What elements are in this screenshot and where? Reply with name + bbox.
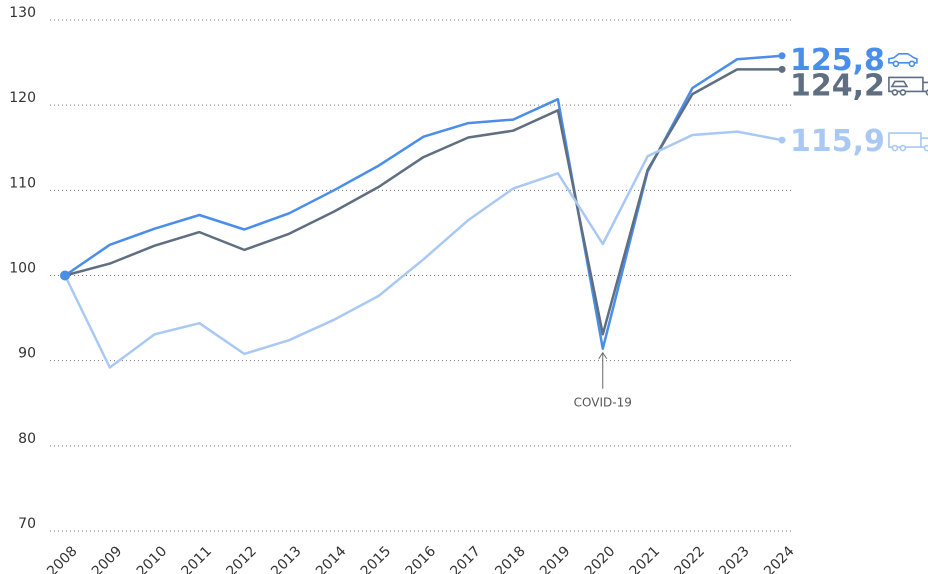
vehicle-icon (888, 76, 928, 96)
x-tick-label: 2021 (627, 543, 664, 574)
vehicle-icon (888, 132, 928, 152)
x-tick-label: 2023 (716, 543, 753, 574)
car-on-truck (890, 80, 909, 88)
x-tick-label: 2018 (492, 543, 529, 574)
annotation: COVID-19 (574, 396, 632, 410)
vehicle-icon (888, 52, 918, 68)
truck-icon (888, 132, 928, 148)
x-tick-label: 2017 (447, 543, 484, 574)
end-dot (778, 136, 786, 144)
x-tick-label: 2024 (761, 543, 798, 574)
x-tick-label: 2020 (582, 543, 619, 574)
truck-icon (888, 76, 928, 93)
wheel (891, 89, 899, 96)
x-tick-label: 2010 (134, 543, 171, 574)
arrow-head (598, 351, 608, 360)
x-tick-label: 2013 (268, 543, 305, 574)
value-label: 125,8 (790, 43, 885, 78)
wheel (908, 60, 916, 68)
y-tick-label: 70 (18, 516, 36, 532)
y-tick-label: 90 (18, 346, 36, 362)
wheel (892, 60, 900, 68)
x-tick-label: 2011 (179, 543, 216, 574)
end-dot (778, 65, 786, 73)
x-tick-label: 2022 (671, 543, 708, 574)
wheel (899, 144, 907, 152)
end-dot (778, 52, 786, 60)
y-tick-label: 100 (9, 261, 36, 277)
wheel (899, 89, 907, 96)
y-tick-label: 110 (9, 175, 36, 191)
start-dot (60, 270, 70, 281)
x-tick-label: 2008 (44, 543, 81, 574)
x-tick-label: 2019 (537, 543, 574, 574)
wheel (923, 144, 928, 152)
line-series (64, 68, 782, 336)
x-tick-label: 2016 (403, 543, 440, 574)
line-series (64, 54, 783, 350)
line-series (63, 130, 783, 369)
value-label: 115,9 (790, 124, 885, 159)
x-tick-label: 2012 (223, 543, 260, 574)
car-icon (888, 52, 918, 64)
x-tick-label: 2015 (358, 543, 395, 574)
x-tick-label: 2009 (89, 543, 126, 574)
y-tick-label: 80 (18, 431, 36, 447)
value-label: 124,2 (790, 68, 885, 103)
y-tick-label: 120 (9, 90, 36, 106)
wheel (891, 144, 899, 152)
y-tick-label: 130 (9, 5, 36, 21)
x-tick-label: 2014 (313, 543, 350, 574)
